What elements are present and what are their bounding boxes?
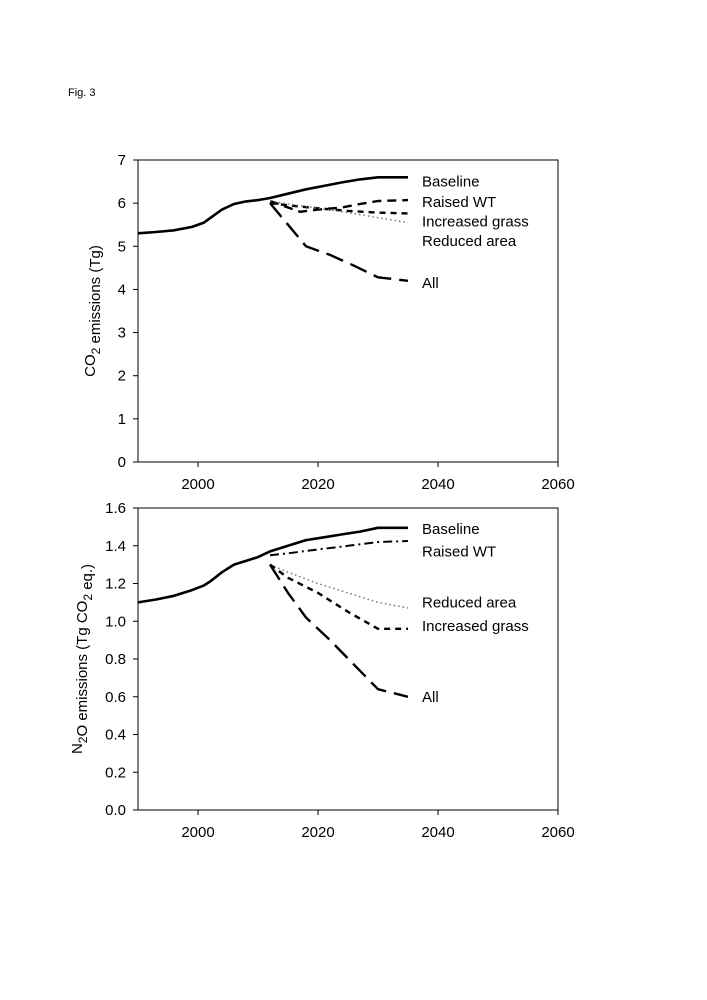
chart-n2o: 0.0 0.2 0.4 0.6 0.8 1.0 1.2 1.4 1.6 2000 2020 2040 2… [69,500,575,841]
legend-label-baseline: Baseline [422,521,480,538]
y-tick-label: 7 [118,152,126,169]
y-axis-label: N2O emissions (Tg CO2 eq.) [69,564,96,754]
plot-frame [137,159,559,463]
y-tick-label: 5 [118,238,126,255]
y-tick-label: 4 [118,281,126,298]
x-tick-label: 2000 [181,824,214,841]
y-tick-label: 6 [118,195,126,212]
x-tick-label: 2020 [301,824,334,841]
series-line-all [269,202,409,282]
series-line-baseline [137,526,408,604]
y-tick-label: 0 [118,454,126,471]
y-tick-label: 1.2 [105,576,126,593]
x-tick-label: 2060 [541,824,574,841]
legend-label-all: All [422,689,439,706]
y-axis-label: CO2 emissions (Tg) [82,245,104,377]
y-tick-label: 1.0 [105,613,126,630]
y-tick-label: 0.0 [105,802,126,819]
legend-label-increased-grass: Increased grass [422,618,529,635]
series-line-reduced-area [269,563,409,609]
series-line-reduced-area [269,200,409,224]
legend-label-increased-grass: Increased grass [422,214,529,231]
y-tick-label: 1.6 [105,500,126,517]
y-tick-label: 0.8 [105,651,126,668]
legend-label-raised-wt: Raised WT [422,543,496,560]
legend-label-baseline: Baseline [422,174,480,191]
y-tick-label: 1.4 [105,538,126,555]
x-tick-label: 2000 [181,476,214,493]
y-tick-label: 0.4 [105,727,126,744]
x-tick-label: 2020 [301,476,334,493]
legend-label-raised-wt: Raised WT [422,194,496,211]
chart-co2: 0 1 2 3 4 5 6 7 2000 2020 2040 2060 CO2 emissions (T… [82,152,575,493]
y-tick-label: 3 [118,325,126,342]
y-tick-label: 0.2 [105,764,126,781]
series-line-baseline [137,176,408,235]
x-tick-label: 2040 [421,824,454,841]
series-line-raised-wt [269,540,409,557]
figure-label: Fig. 3 [68,87,96,99]
legend-label-all: All [422,275,439,292]
series-line-increased-grass [269,201,409,215]
y-tick-label: 0.6 [105,689,126,706]
legend-label-reduced-area: Reduced area [422,594,517,611]
y-tick-label: 1 [118,411,126,428]
legend-label-reduced-area: Reduced area [422,233,517,250]
y-tick-label: 2 [118,368,126,385]
x-tick-label: 2040 [421,476,454,493]
series-line-all [268,563,409,698]
x-tick-label: 2060 [541,476,574,493]
